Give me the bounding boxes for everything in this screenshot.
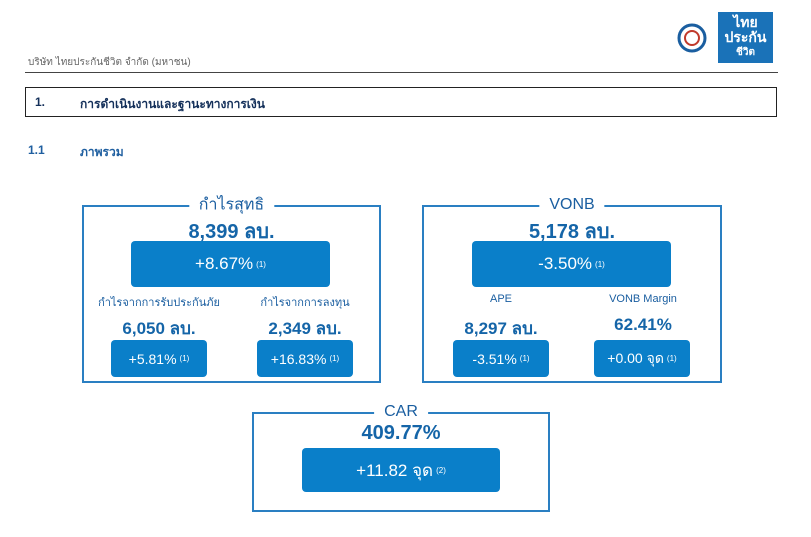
panel-label: VONB [539, 196, 605, 214]
change: +16.83% [270, 350, 327, 367]
logo-line: ไทย [733, 14, 758, 30]
section-box: 1. การดำเนินงานและฐานะทางการเงิน [25, 87, 777, 117]
item-change-pill: +0.00 จุด (1) [594, 340, 690, 377]
item-change-pill: +16.83% (1) [257, 340, 353, 377]
change: +0.00 จุด [607, 349, 664, 366]
subsection-title: ภาพรวม [80, 145, 124, 159]
item-label: VONB Margin [609, 293, 677, 305]
item-value: 62.41% [614, 315, 672, 334]
footnote: (1) [666, 354, 677, 363]
change: +8.67% [195, 254, 254, 273]
section-number: 1. [35, 95, 46, 109]
item-change-pill: +5.81% (1) [111, 340, 207, 377]
panel-label: กำไรสุทธิ [188, 192, 275, 218]
change-pill: +11.82 จุด (2) [302, 448, 500, 492]
panel-label: CAR [374, 403, 428, 421]
footnote: (1) [329, 354, 340, 363]
footnote: (1) [519, 354, 530, 363]
company-name: บริษัท ไทยประกันชีวิต จำกัด (มหาชน) [28, 57, 191, 68]
change: +5.81% [128, 350, 177, 367]
subsection-number: 1.1 [28, 143, 45, 157]
header-rule [25, 72, 778, 73]
item-label: กำไรจากการรับประกันภัย [98, 297, 220, 309]
section-title: การดำเนินงานและฐานะทางการเงิน [80, 97, 265, 111]
panel-value: 8,399 ลบ. [188, 221, 275, 243]
logo-emblem [677, 23, 707, 53]
item-change-pill: -3.51% (1) [453, 340, 549, 377]
item-value: 6,050 ลบ. [122, 319, 196, 338]
panel-value: 5,178 ลบ. [528, 221, 616, 243]
item-value: 8,297 ลบ. [464, 319, 538, 338]
footnote: (1) [256, 259, 266, 269]
logo: ไทย ประกัน ชีวิต [718, 12, 773, 63]
change: -3.51% [472, 350, 517, 367]
panel-value: 409.77% [361, 422, 441, 444]
logo-line: ชีวิต [736, 47, 755, 58]
item-label: กำไรจากการลงทุน [260, 297, 350, 309]
change: +11.82 จุด [356, 460, 434, 480]
item-label: APE [489, 293, 513, 305]
change-pill: -3.50% (1) [472, 241, 671, 287]
logo-line: ประกัน [724, 29, 767, 45]
footnote: (1) [179, 354, 190, 363]
change: -3.50% [538, 254, 593, 273]
change-pill: +8.67% (1) [131, 241, 330, 287]
footnote: (1) [595, 259, 605, 269]
item-value: 2,349 ลบ. [268, 319, 342, 338]
footnote: (2) [436, 465, 446, 475]
